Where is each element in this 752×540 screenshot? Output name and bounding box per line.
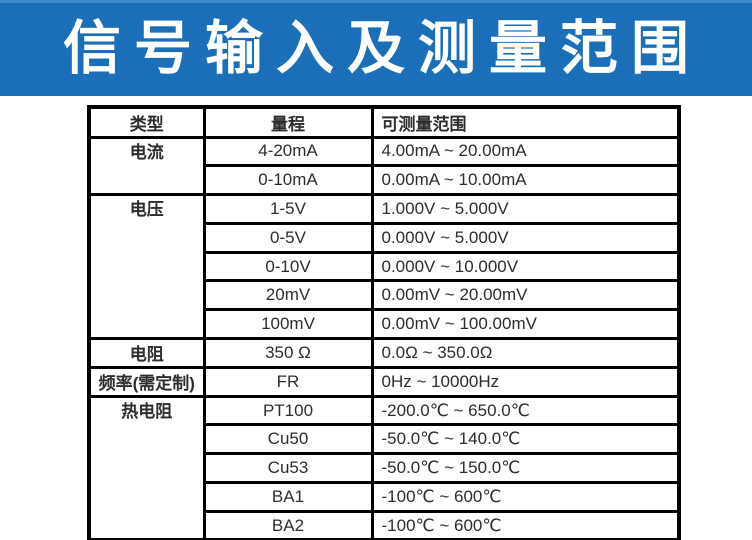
measurable-cell: 0Hz ~ 10000Hz bbox=[370, 365, 681, 398]
table-row: 20mV 0.00mV ~ 20.00mV bbox=[89, 279, 681, 312]
header-type: 类型 bbox=[87, 105, 206, 139]
measurable-cell: 0.00mA ~ 10.00mA bbox=[370, 164, 681, 197]
signal-range-table: 类型 量程 可测量范围 电流 4-20mA 4.00mA ~ 20.00mA 0… bbox=[87, 105, 681, 540]
range-cell: 0-10V bbox=[202, 250, 374, 283]
measurable-cell: 0.000V ~ 10.000V bbox=[370, 250, 681, 283]
table-row: Cu53 -50.0℃ ~ 150.0℃ bbox=[89, 452, 681, 485]
range-cell: FR bbox=[202, 365, 374, 398]
measurable-cell: -100℃ ~ 600℃ bbox=[370, 481, 681, 513]
type-cell-rtd: 热电阻 bbox=[87, 394, 206, 540]
range-cell: 1-5V bbox=[202, 193, 374, 225]
table-header-row: 类型 量程 可测量范围 bbox=[87, 105, 681, 139]
measurable-cell: 1.000V ~ 5.000V bbox=[370, 193, 681, 225]
type-cell-current: 电流 bbox=[87, 135, 206, 197]
measurable-cell: -50.0℃ ~ 150.0℃ bbox=[370, 452, 681, 485]
range-cell: BA2 bbox=[202, 509, 374, 540]
table-row: 频率(需定制) FR 0Hz ~ 10000Hz bbox=[87, 365, 681, 398]
range-cell: 20mV bbox=[202, 279, 374, 312]
measurable-cell: -100℃ ~ 600℃ bbox=[370, 509, 681, 540]
page-title: 信号输入及测量范围 bbox=[62, 15, 702, 81]
measurable-cell: 0.0Ω ~ 350.0Ω bbox=[370, 337, 681, 369]
measurable-cell: 0.00mV ~ 20.00mV bbox=[370, 279, 681, 312]
range-cell: 350 Ω bbox=[202, 337, 374, 369]
table-row: BA1 -100℃ ~ 600℃ bbox=[89, 481, 681, 513]
range-cell: Cu50 bbox=[202, 423, 374, 456]
table-row: 100mV 0.00mV ~ 100.00mV bbox=[89, 308, 681, 341]
type-cell-voltage: 电压 bbox=[87, 193, 206, 341]
table-row: 0-5V 0.000V ~ 5.000V bbox=[89, 221, 681, 254]
table-row: 0-10V 0.000V ~ 10.000V bbox=[89, 250, 681, 283]
table-row: 电阻 350 Ω 0.0Ω ~ 350.0Ω bbox=[87, 337, 681, 369]
header-measurable: 可测量范围 bbox=[370, 105, 681, 139]
range-cell: BA1 bbox=[202, 481, 374, 513]
table-row: 电压 1-5V 1.000V ~ 5.000V bbox=[87, 193, 681, 341]
type-cell-frequency: 频率(需定制) bbox=[87, 365, 206, 398]
table-row: BA2 -100℃ ~ 600℃ bbox=[89, 509, 681, 540]
measurable-cell: 4.00mA ~ 20.00mA bbox=[370, 135, 681, 168]
table-row: 电流 4-20mA 4.00mA ~ 20.00mA bbox=[87, 135, 681, 197]
measurable-cell: 0.000V ~ 5.000V bbox=[370, 221, 681, 254]
measurable-cell: 0.00mV ~ 100.00mV bbox=[370, 308, 681, 341]
title-banner: 信号输入及测量范围 bbox=[0, 0, 752, 96]
range-cell: 0-10mA bbox=[202, 164, 374, 197]
measurable-cell: -50.0℃ ~ 140.0℃ bbox=[370, 423, 681, 456]
header-range: 量程 bbox=[202, 105, 374, 139]
range-cell: PT100 bbox=[202, 394, 374, 427]
range-cell: Cu53 bbox=[202, 452, 374, 485]
range-cell: 4-20mA bbox=[202, 135, 374, 168]
range-cell: 100mV bbox=[202, 308, 374, 341]
measurable-cell: -200.0℃ ~ 650.0℃ bbox=[370, 394, 681, 427]
table-row: Cu50 -50.0℃ ~ 140.0℃ bbox=[89, 423, 681, 456]
table-row: 0-10mA 0.00mA ~ 10.00mA bbox=[89, 164, 681, 197]
table-row: 热电阻 PT100 -200.0℃ ~ 650.0℃ bbox=[87, 394, 681, 540]
range-cell: 0-5V bbox=[202, 221, 374, 254]
type-cell-resistance: 电阻 bbox=[87, 337, 206, 369]
